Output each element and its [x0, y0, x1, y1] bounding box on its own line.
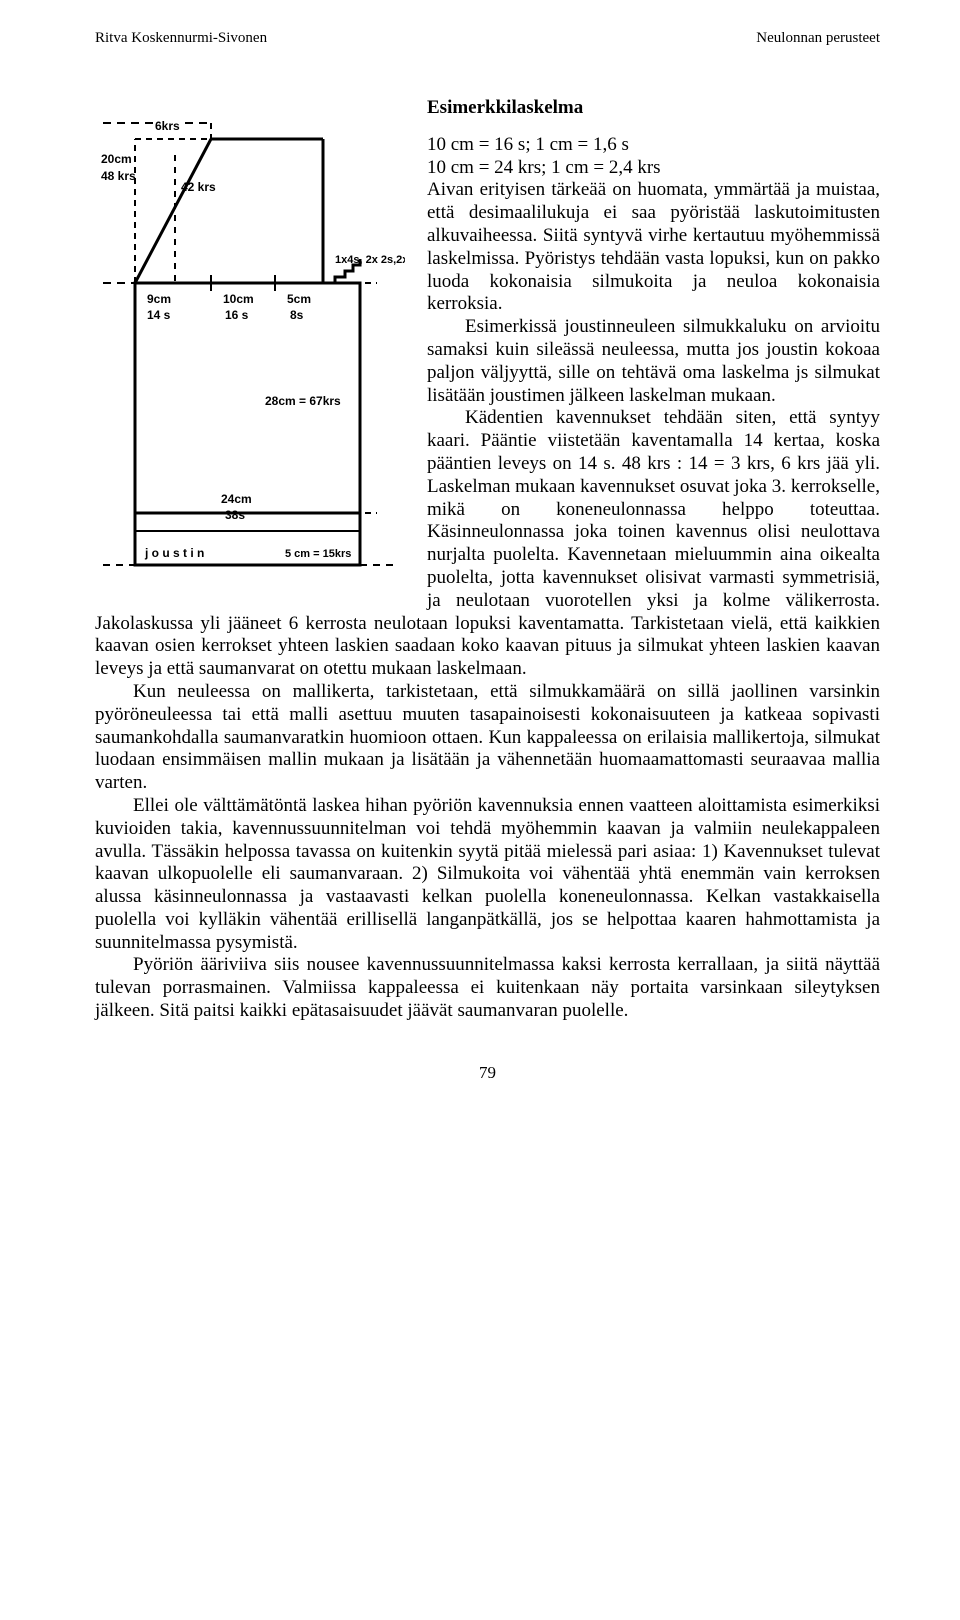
label-6krs: 6krs: [155, 119, 180, 133]
knitting-diagram: 6krs 20cm 48 krs 42 krs 1x4s, 2x 2s,2x1s: [95, 105, 405, 605]
label-28cm67krs: 28cm = 67krs: [265, 394, 341, 408]
label-8s: 8s: [290, 308, 304, 322]
label-14s: 14 s: [147, 308, 171, 322]
label-10cm: 10cm: [223, 292, 254, 306]
header-author: Ritva Koskennurmi-Sivonen: [95, 30, 267, 47]
label-24cm: 24cm: [221, 492, 252, 506]
page-number: 79: [95, 1063, 880, 1083]
label-20cm: 20cm: [101, 152, 132, 166]
page-header: Ritva Koskennurmi-Sivonen Neulonnan peru…: [95, 30, 880, 47]
label-16s: 16 s: [225, 308, 249, 322]
diagram-svg: 6krs 20cm 48 krs 42 krs 1x4s, 2x 2s,2x1s: [95, 105, 405, 605]
p-7: Ellei ole välttämätöntä laskea hihan pyö…: [95, 795, 880, 955]
p-8: Pyöriön ääriviiva siis nousee kavennussu…: [95, 954, 880, 1022]
label-48krs: 48 krs: [101, 169, 136, 183]
label-joustin: j o u s t i n: [144, 546, 204, 560]
p-6: Kun neuleessa on mallikerta, tarkistetaa…: [95, 681, 880, 795]
label-38s: 38s: [225, 508, 245, 522]
label-42krs: 42 krs: [181, 180, 216, 194]
label-5cm: 5cm: [287, 292, 311, 306]
label-5cm15krs: 5 cm = 15krs: [285, 548, 351, 560]
label-notch: 1x4s, 2x 2s,2x1s: [335, 254, 405, 266]
main-content: 6krs 20cm 48 krs 42 krs 1x4s, 2x 2s,2x1s: [95, 97, 880, 1023]
header-subject: Neulonnan perusteet: [756, 30, 880, 47]
label-9cm: 9cm: [147, 292, 171, 306]
